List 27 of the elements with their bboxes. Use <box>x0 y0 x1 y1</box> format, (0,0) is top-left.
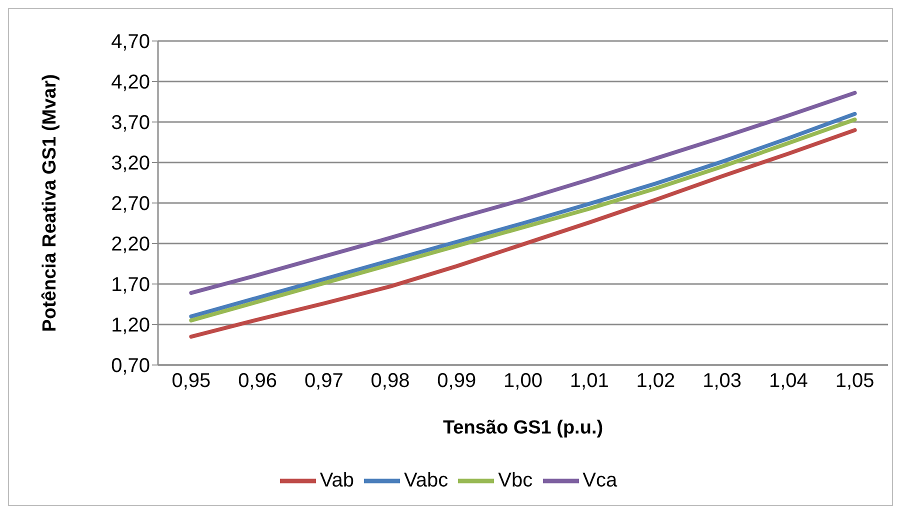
y-tick-label: 3,20 <box>111 152 150 175</box>
x-tick-label: 0,97 <box>304 370 344 392</box>
x-tick-label: 0,98 <box>370 370 410 392</box>
x-tick-label: 1,00 <box>504 370 542 392</box>
legend-label: Vabc <box>404 469 448 492</box>
y-tick-label: 4,70 <box>111 31 150 54</box>
y-tick-label: 1,20 <box>111 314 150 337</box>
y-tick-label: 3,70 <box>111 112 150 134</box>
y-tick-label: 2,70 <box>111 193 150 216</box>
x-tick-label: 0,96 <box>238 370 278 392</box>
x-axis-title: Tensão GS1 (p.u.) <box>442 417 604 438</box>
legend-label: Vab <box>320 469 354 492</box>
x-tick-label: 1,04 <box>768 370 808 392</box>
line-series <box>189 90 857 295</box>
y-axis-title: Potência Reativa GS1 (Mvar) <box>40 74 61 332</box>
y-tick-label: 2,20 <box>111 234 150 256</box>
x-tick-label: 0,99 <box>437 370 476 392</box>
x-tick-label: 0,95 <box>172 370 211 392</box>
x-tick-label: 1,02 <box>636 370 676 392</box>
legend-label: Vbc <box>498 469 533 492</box>
y-tick-label: 4,20 <box>111 72 150 94</box>
x-tick-label: 1,05 <box>835 370 874 392</box>
y-tick-label: 1,70 <box>111 274 150 296</box>
x-tick-label: 1,01 <box>570 370 609 392</box>
legend-label: Vca <box>582 469 618 492</box>
y-tick-label: 0,70 <box>111 355 150 378</box>
x-tick-label: 1,03 <box>702 370 742 392</box>
